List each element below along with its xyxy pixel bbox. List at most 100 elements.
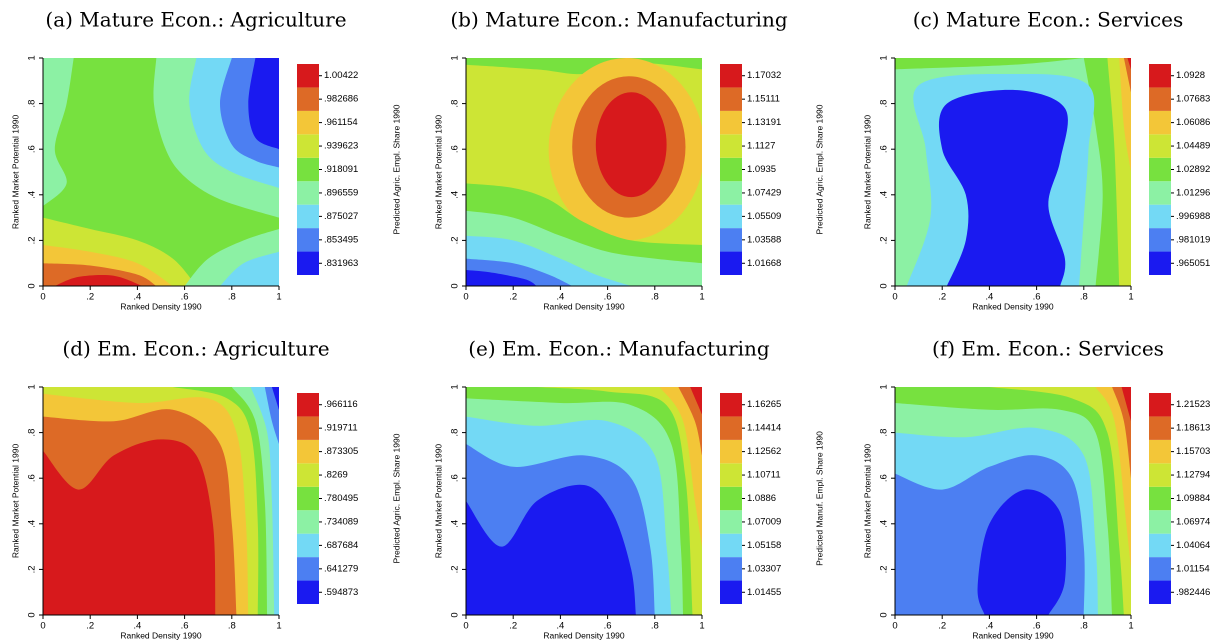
x-tick-label: 1 — [699, 621, 704, 632]
colorbar-label: .831963 — [324, 258, 358, 269]
x-tick-label: .6 — [1033, 292, 1041, 303]
y-tick-label: 0 — [27, 612, 38, 617]
colorbar-label: .594873 — [324, 587, 358, 598]
colorbar-label: 1.04489 — [1176, 141, 1210, 152]
y-tick-label: .2 — [27, 236, 38, 244]
colorbar-box — [1149, 157, 1171, 182]
colorbar-box — [297, 486, 319, 511]
colorbar-label: 1.1127 — [747, 141, 775, 152]
colorbar-box — [297, 134, 319, 158]
contour-band — [43, 58, 74, 207]
colorbar-label: 1.07683 — [1176, 94, 1210, 105]
colorbar-box — [1149, 228, 1171, 252]
contour-band — [43, 387, 279, 615]
x-tick-label: .8 — [228, 292, 236, 303]
contour-band — [248, 58, 279, 150]
colorbar-label: 1.21523 — [1176, 399, 1210, 410]
plot-area — [466, 387, 702, 615]
colorbar-box — [297, 228, 319, 252]
y-tick-label: .8 — [450, 100, 461, 108]
colorbar-box — [297, 157, 319, 182]
y-tick-label: 1 — [879, 55, 890, 60]
contour-band — [220, 251, 279, 286]
colorbar-label: 1.01154 — [1176, 563, 1210, 574]
x-tick-label: 1 — [276, 621, 281, 632]
colorbar-box — [1149, 463, 1171, 487]
colorbar-box — [1149, 486, 1171, 511]
colorbar-box — [720, 134, 742, 158]
colorbar-label: 1.06974 — [1176, 516, 1210, 527]
colorbar-box — [297, 204, 319, 229]
x-tick-label: .6 — [604, 621, 612, 632]
y-tick-label: 1 — [450, 384, 461, 389]
colorbar-label: 1.05158 — [747, 540, 781, 551]
contour-band — [678, 387, 702, 456]
colorbar-label: .853495 — [324, 234, 358, 245]
colorbar-box — [297, 463, 319, 487]
contour-band — [659, 387, 702, 547]
colorbar-label: 1.01668 — [747, 258, 781, 269]
y-tick-label: .4 — [879, 191, 890, 199]
contour-band — [271, 387, 279, 410]
colorbar-box — [720, 533, 742, 558]
contour-band — [595, 92, 667, 198]
x-tick-label: .2 — [86, 621, 94, 632]
y-tick-label: .2 — [27, 565, 38, 573]
colorbar-label: .8269 — [324, 470, 348, 481]
y-tick-label: .8 — [879, 100, 890, 108]
colorbar-label: 1.01296 — [1176, 187, 1210, 198]
colorbar-label: .780495 — [324, 493, 358, 504]
colorbar-box — [720, 228, 742, 252]
colorbar-box — [720, 64, 742, 88]
colorbar-label: .996988 — [1176, 211, 1210, 222]
contour-band — [1095, 387, 1131, 570]
colorbar-box — [1149, 110, 1171, 135]
x-tick-label: .2 — [938, 292, 946, 303]
y-tick-label: .6 — [450, 474, 461, 482]
colorbar-label: 1.07009 — [747, 516, 781, 527]
colorbar-box — [297, 510, 319, 534]
contour-band — [895, 387, 1131, 615]
colorbar-box — [720, 580, 742, 604]
y-tick-label: .4 — [27, 520, 38, 528]
panel-title: (b) Mature Econ.: Manufacturing — [450, 8, 787, 32]
colorbar-box — [720, 157, 742, 182]
colorbar-box — [1149, 533, 1171, 558]
colorbar-label: .965051 — [1176, 258, 1210, 269]
colorbar-box — [1149, 181, 1171, 205]
colorbar-box — [1149, 416, 1171, 440]
y-tick-label: .6 — [879, 474, 890, 482]
colorbar-box — [720, 87, 742, 111]
panel-title: (a) Mature Econ.: Agriculture — [45, 8, 346, 32]
y-axis-label: Ranked Market Potential 1990 — [433, 115, 443, 230]
colorbar-box — [720, 110, 742, 135]
colorbar-title: Predicted Manuf. Empl. Share 1990 — [814, 431, 824, 566]
x-tick-label: .4 — [556, 621, 564, 632]
y-tick-label: 1 — [450, 55, 461, 60]
plot-area — [43, 387, 279, 615]
colorbar-label: 1.03588 — [747, 234, 781, 245]
x-tick-label: .4 — [985, 621, 993, 632]
colorbar-label: 1.17032 — [747, 70, 781, 81]
contour-band — [1121, 387, 1131, 422]
colorbar-label: .961154 — [324, 117, 358, 128]
y-tick-label: .6 — [27, 145, 38, 153]
colorbar-label: .896559 — [324, 187, 358, 198]
y-tick-label: .2 — [879, 565, 890, 573]
colorbar-title: Predicted Agric. Empl. Share 1990 — [814, 104, 824, 234]
colorbar-box — [720, 486, 742, 511]
y-tick-label: .4 — [450, 191, 461, 199]
contour-band — [1112, 387, 1131, 479]
colorbar-box — [297, 251, 319, 275]
x-tick-label: 1 — [699, 292, 704, 303]
panel: (b) Mature Econ.: Manufacturing 0 .2 .4 .6 .8… — [433, 8, 824, 312]
colorbar-label: 1.12794 — [1176, 470, 1210, 481]
contour-band — [977, 489, 1067, 615]
colorbar-box — [1149, 557, 1171, 581]
x-tick-label: 0 — [463, 621, 468, 632]
colorbar-box — [297, 439, 319, 464]
contour-band — [895, 58, 1084, 70]
x-axis-label: Ranked Density 1990 — [120, 301, 202, 311]
x-tick-label: .2 — [509, 621, 517, 632]
